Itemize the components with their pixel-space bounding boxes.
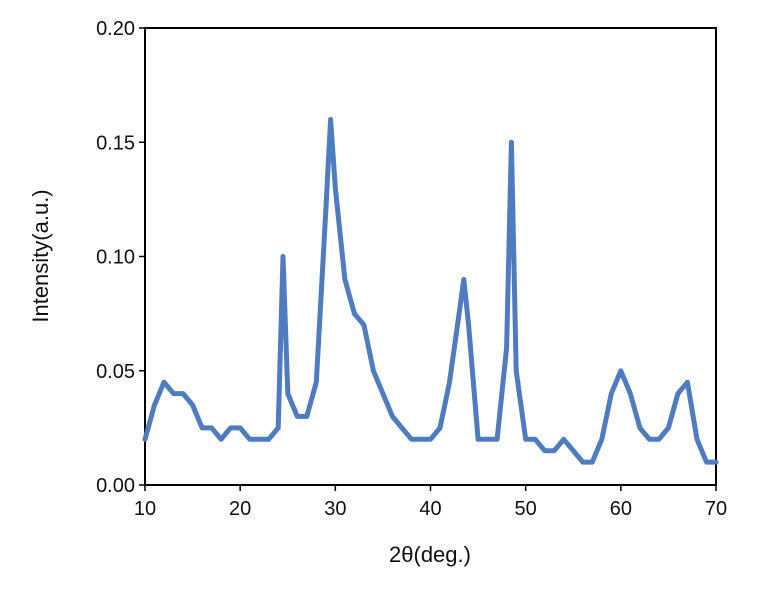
y-tick-label: 0.20 <box>96 18 135 40</box>
plot-frame <box>144 27 717 486</box>
y-tick-label: 0.00 <box>96 475 135 497</box>
x-axis-title: 2θ(deg.) <box>389 542 471 567</box>
y-tick-label: 0.15 <box>96 132 135 154</box>
y-axis-title: Intensity(a.u.) <box>28 189 53 322</box>
y-tick-label: 0.05 <box>96 361 135 383</box>
intensity-series-line <box>142 116 719 465</box>
x-tick-label: 70 <box>705 498 727 520</box>
x-tick-label: 20 <box>229 498 251 520</box>
x-tick-label: 30 <box>324 498 346 520</box>
x-tick-label: 50 <box>515 498 537 520</box>
y-axis-ticks: 0.00 0.05 0.10 0.15 0.20 <box>96 18 145 497</box>
x-axis-ticks: 10 20 30 40 50 60 70 <box>134 485 727 520</box>
x-tick-label: 60 <box>610 498 632 520</box>
x-tick-label: 10 <box>134 498 156 520</box>
y-tick-label: 0.10 <box>96 247 135 269</box>
x-tick-label: 40 <box>419 498 441 520</box>
